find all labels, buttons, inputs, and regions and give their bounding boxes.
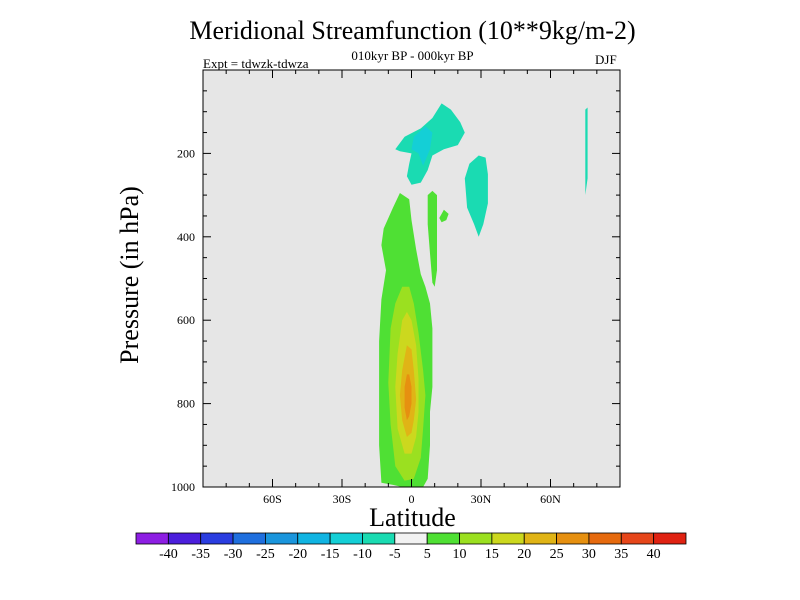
colorbar-swatch-6	[329, 532, 363, 545]
colorbar-swatch-15	[620, 532, 655, 545]
colorbar-swatch-3	[232, 532, 266, 545]
colorbar-label-3: -25	[256, 547, 275, 562]
colorbar-swatch-10	[459, 532, 493, 545]
colorbar-label-4: -20	[288, 547, 307, 562]
contour-region-1	[411, 126, 433, 166]
y-tick-label-3: 800	[177, 397, 195, 411]
colorbar-swatch-7	[362, 532, 396, 545]
y-tick-label-4: 1000	[171, 480, 195, 494]
colorbar-label-0: -40	[159, 547, 178, 562]
colorbar-swatch-4	[265, 532, 299, 545]
colorbar-label-6: -10	[353, 547, 372, 562]
colorbar-label-9: 10	[453, 547, 467, 562]
colorbar-label-10: 15	[485, 547, 499, 562]
colorbar-swatch-9	[426, 532, 460, 545]
season-label: DJF	[595, 52, 617, 67]
contour-region-8	[404, 374, 412, 421]
x-tick-label-3: 30N	[471, 492, 492, 506]
colorbar-swatch-1	[167, 532, 202, 545]
x-tick-label-0: 60S	[263, 492, 282, 506]
colorbar-swatch-13	[556, 532, 590, 545]
colorbar-label-7: -5	[389, 547, 401, 562]
colorbar-label-14: 35	[614, 547, 628, 562]
contour-region-2	[464, 155, 488, 237]
colorbar-label-2: -30	[224, 547, 243, 562]
axis-ticks: 200 400 600 800 1000 60S 30S 0 30N 60N	[171, 70, 620, 506]
x-tick-label-1: 30S	[333, 492, 352, 506]
colorbar-label-12: 25	[550, 547, 564, 562]
colorbar-label-1: -35	[191, 547, 210, 562]
contour-region-3	[585, 107, 588, 196]
chart-title: Meridional Streamfunction (10**9kg/m-2)	[189, 16, 636, 45]
contour-fills	[379, 103, 588, 487]
y-tick-label-1: 400	[177, 230, 195, 244]
colorbar-label-13: 30	[582, 547, 596, 562]
colorbar-swatch-12	[523, 532, 557, 545]
experiment-label: Expt = tdwzk-tdwza	[203, 56, 309, 71]
contour-region-9	[427, 190, 437, 287]
colorbar-swatch-16	[653, 532, 687, 545]
chart-subtitle: 010kyr BP - 000kyr BP	[351, 48, 474, 63]
colorbar-swatch-5	[297, 532, 331, 545]
colorbar-label-15: 40	[647, 547, 661, 562]
colorbar-label-8: 5	[424, 547, 431, 562]
contour-region-10	[439, 209, 449, 223]
y-tick-label-0: 200	[177, 146, 195, 160]
x-tick-label-4: 60N	[540, 492, 561, 506]
colorbar-label-11: 20	[517, 547, 531, 562]
x-axis-title: Latitude	[369, 503, 456, 532]
colorbar-swatch-14	[588, 532, 622, 545]
colorbar-swatch-2	[200, 532, 234, 545]
y-tick-label-2: 600	[177, 313, 195, 327]
colorbar-swatch-11	[491, 532, 525, 545]
colorbar-swatch-8	[394, 532, 428, 545]
x-tick-label-2: 0	[409, 492, 415, 506]
colorbar-label-5: -15	[321, 547, 340, 562]
colorbar-swatch-0	[135, 532, 169, 545]
colorbar: -40 -35 -30 -25 -20 -15 -10 -5 5 10 15 20 25 30 35 40	[135, 532, 687, 562]
